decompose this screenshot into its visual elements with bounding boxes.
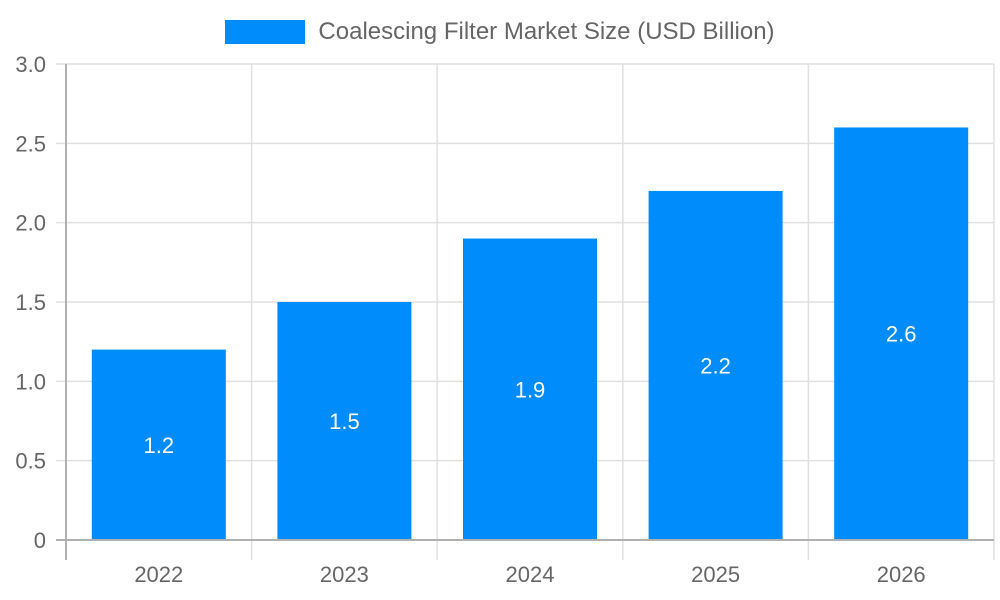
y-tick-label: 1.0 <box>15 369 46 394</box>
bar-2022[interactable]: 1.2 <box>91 349 226 540</box>
x-tick-label: 2025 <box>691 562 740 587</box>
bar-value-label: 1.5 <box>329 409 360 434</box>
y-tick-label: 0 <box>34 528 46 553</box>
legend-label: Coalescing Filter Market Size (USD Billi… <box>318 18 775 45</box>
bar-value-label: 2.2 <box>700 353 731 378</box>
chart-legend: Coalescing Filter Market Size (USD Billi… <box>0 18 1000 46</box>
bar-2026[interactable]: 2.6 <box>834 127 969 540</box>
y-tick-label: 2.5 <box>15 131 46 156</box>
legend-swatch[interactable] <box>225 20 306 44</box>
y-tick-label: 3.0 <box>15 52 46 77</box>
x-tick-label: 2023 <box>320 562 369 587</box>
x-tick-label: 2024 <box>506 562 555 587</box>
bar-2025[interactable]: 2.2 <box>648 190 783 540</box>
y-tick-label: 2.0 <box>15 211 46 236</box>
bar-value-label: 1.2 <box>144 433 175 458</box>
bar-2023[interactable]: 1.5 <box>277 302 412 540</box>
x-tick-label: 2022 <box>134 562 183 587</box>
x-tick-label: 2026 <box>877 562 926 587</box>
y-tick-label: 0.5 <box>15 449 46 474</box>
y-tick-label: 1.5 <box>15 290 46 315</box>
bar-value-label: 1.9 <box>515 377 546 402</box>
bar-2024[interactable]: 1.9 <box>463 238 597 541</box>
bar-value-label: 2.6 <box>886 322 917 347</box>
